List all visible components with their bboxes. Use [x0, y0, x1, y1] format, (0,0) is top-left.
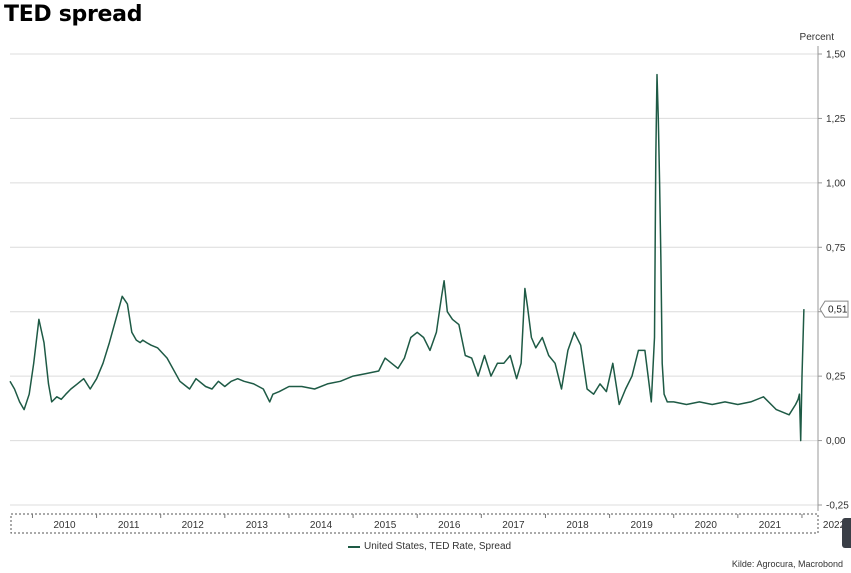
x-tick-label: 2010 [53, 520, 76, 531]
y-tick-label: 1,00 [826, 178, 846, 189]
y-axis: 1,501,251,000,750,500,250,00-0,25 [817, 46, 849, 512]
x-tick-label: 2019 [631, 520, 654, 531]
scroll-button[interactable] [842, 518, 851, 548]
y-tick-label: 1,50 [826, 50, 846, 61]
x-tick-label: 2015 [374, 520, 397, 531]
x-axis: 2010 2011 2012 2013 2014 2015 2016 2017 2018 2019… [10, 513, 846, 534]
x-tick-label: 2021 [759, 520, 782, 531]
x-tick-label: 2011 [118, 520, 140, 531]
x-axis-range-box [10, 513, 819, 534]
y-tick-label: 1,25 [826, 114, 846, 125]
legend: United States, TED Rate, Spread [348, 541, 511, 552]
x-tick-label: 2018 [566, 520, 589, 531]
x-tick-label: 2017 [502, 520, 525, 531]
y-axis-label: Percent [800, 32, 835, 43]
gridlines [10, 53, 818, 506]
y-tick-label: -0,25 [826, 501, 849, 512]
last-value-callout: 0,51 [819, 300, 849, 318]
last-value-label: 0,51 [828, 305, 848, 316]
x-tick-label: 2012 [182, 520, 205, 531]
legend-swatch [348, 545, 360, 548]
y-tick-label: 0,75 [826, 243, 846, 254]
source-note: Kilde: Agrocura, Macrobond [731, 559, 843, 569]
x-tick-label: 2020 [695, 520, 718, 531]
legend-label: United States, TED Rate, Spread [364, 541, 512, 552]
x-tick-label: 2013 [246, 520, 269, 531]
series-line-ted-spread [9, 73, 805, 442]
x-tick-label: 2014 [310, 520, 333, 531]
y-tick-label: 0,00 [826, 436, 846, 447]
x-tick-label: 2022 [823, 520, 846, 531]
x-tick-label: 2016 [438, 520, 461, 531]
chart-title: TED spread [4, 2, 143, 27]
y-tick-label: 0,25 [826, 372, 846, 383]
